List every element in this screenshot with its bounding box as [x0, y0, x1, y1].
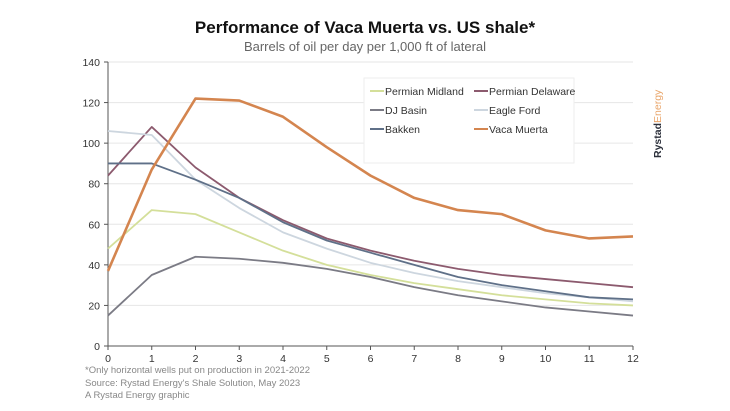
legend-label-permian-delaware: Permian Delaware — [489, 86, 576, 98]
legend-box — [363, 77, 575, 164]
footnote-credit: A Rystad Energy graphic — [85, 390, 190, 401]
rystad-energy-logo: RystadEnergy — [652, 89, 664, 158]
legend-label-eagle-ford: Eagle Ford — [489, 105, 541, 117]
y-tick-label: 20 — [88, 300, 100, 312]
y-tick-label: 0 — [94, 341, 100, 353]
x-tick-label: 7 — [411, 353, 417, 365]
footnote-source: Source: Rystad Energy's Shale Solution, … — [85, 377, 301, 389]
x-tick-label: 11 — [584, 353, 595, 365]
x-tick-label: 10 — [540, 353, 552, 365]
x-tick-label: 1 — [149, 353, 155, 365]
y-tick-label: 120 — [82, 98, 100, 110]
x-axis-ticks: 0 1 2 3 4 5 6 7 8 9 10 11 12 — [105, 346, 639, 365]
brand-part1: Rystad — [652, 123, 664, 158]
legend-label-bakken: Bakken — [385, 124, 420, 136]
x-tick-label: 9 — [499, 353, 505, 365]
chart-title: Performance of Vaca Muerta vs. US shale* — [194, 18, 536, 37]
x-tick-label: 6 — [368, 353, 374, 365]
x-tick-label: 5 — [324, 353, 330, 365]
legend-label-vaca-muerta: Vaca Muerta — [489, 124, 548, 136]
x-tick-label: 12 — [627, 353, 639, 365]
series-lines — [106, 97, 634, 317]
x-tick-label: 0 — [105, 353, 111, 365]
footnotes: *Only horizontal wells put on production… — [85, 365, 310, 403]
y-tick-label: 60 — [88, 219, 100, 231]
y-tick-label: 140 — [82, 57, 100, 69]
x-tick-label: 3 — [236, 353, 242, 365]
footnote-wells: *Only horizontal wells put on production… — [85, 365, 310, 376]
brand-part2: Energy — [652, 89, 664, 123]
legend-label-permian-midland: Permian Midland — [385, 86, 464, 98]
svg-text:RystadEnergy: RystadEnergy — [652, 89, 664, 158]
x-tick-label: 2 — [193, 353, 199, 365]
y-tick-label: 80 — [88, 179, 100, 191]
series-line-dj-basin — [107, 255, 634, 317]
x-tick-label: 4 — [280, 353, 286, 365]
y-axis-ticks: 0 20 40 60 80 100 120 140 — [82, 57, 108, 353]
y-tick-label: 40 — [88, 260, 100, 272]
legend: Permian Midland Permian Delaware DJ Basin E… — [363, 77, 576, 164]
chart-subtitle: Barrels of oil per day per 1,000 ft of l… — [243, 39, 487, 54]
x-tick-label: 8 — [455, 353, 461, 365]
legend-label-dj-basin: DJ Basin — [385, 105, 427, 117]
y-tick-label: 100 — [82, 138, 100, 150]
